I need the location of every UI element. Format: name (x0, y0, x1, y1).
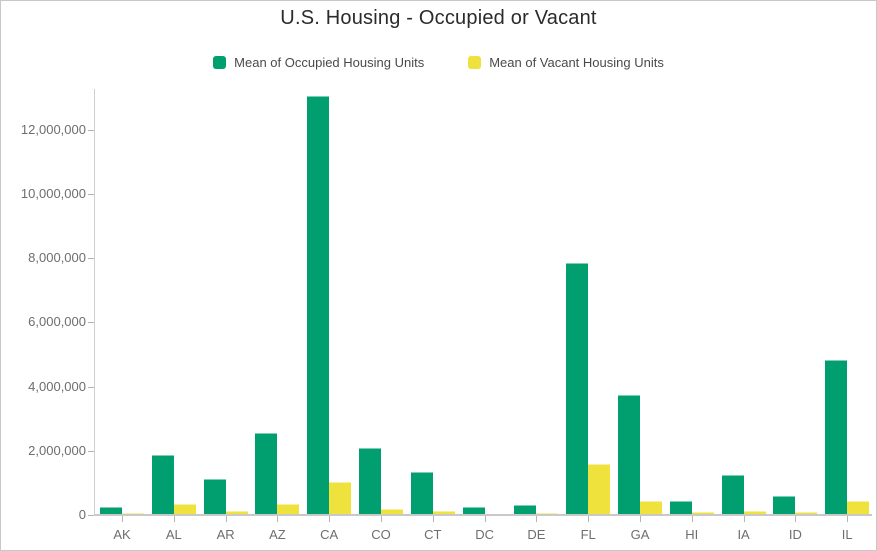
bar-vacant-GA[interactable] (640, 501, 662, 515)
y-axis-tick (88, 515, 94, 516)
y-axis-line (94, 89, 95, 516)
legend-item-vacant: Mean of Vacant Housing Units (468, 55, 664, 70)
legend-swatch-occupied-icon (213, 56, 227, 69)
bar-vacant-AR[interactable] (225, 511, 248, 515)
legend: Mean of Occupied Housing Units Mean of V… (1, 55, 876, 70)
x-axis-label-HI: HI (685, 527, 699, 542)
y-axis-label-10000000: 10,000,000 (20, 186, 86, 201)
x-axis-label-ID: ID (788, 527, 802, 542)
bar-vacant-CT[interactable] (432, 511, 455, 515)
bar-occupied-CT[interactable] (410, 472, 433, 515)
bar-occupied-DE[interactable] (514, 505, 537, 515)
x-axis-tick-AZ (277, 516, 279, 522)
bar-occupied-IA[interactable] (721, 475, 744, 515)
x-axis-label-CA: CA (320, 527, 339, 542)
bar-vacant-AL[interactable] (173, 504, 196, 515)
y-axis-tick (88, 258, 94, 260)
x-axis-label-CO: CO (371, 527, 391, 542)
x-axis-label-AZ: AZ (269, 527, 286, 542)
y-axis-tick (88, 194, 94, 195)
bar-vacant-HI[interactable] (691, 512, 714, 515)
y-axis-tick (88, 386, 94, 388)
bar-vacant-FL[interactable] (588, 464, 611, 515)
x-axis-tick-FL (588, 516, 590, 522)
x-axis-tick-GA (640, 516, 641, 522)
x-axis-tick-DC (484, 516, 486, 522)
bar-vacant-CO[interactable] (381, 509, 403, 515)
x-axis-label-AL: AL (165, 527, 182, 542)
x-axis-tick-ID (795, 516, 797, 522)
y-axis-label-12000000: 12,000,000 (20, 121, 86, 137)
x-axis-tick-DE (536, 516, 538, 522)
x-axis-label-IL: IL (841, 527, 853, 542)
x-axis-tick-HI (691, 516, 693, 522)
bar-occupied-ID[interactable] (773, 496, 796, 515)
bar-vacant-AZ[interactable] (277, 504, 300, 515)
chart-title: U.S. Housing - Occupied or Vacant (280, 7, 597, 29)
legend-swatch-vacant-icon (468, 56, 482, 69)
y-axis-label-8000000: 8,000,000 (28, 250, 86, 266)
x-axis-tick-AR (225, 516, 227, 522)
bar-vacant-IL[interactable] (847, 501, 870, 515)
x-axis-tick-IA (743, 516, 745, 522)
x-axis-line (94, 514, 872, 516)
x-axis-label-FL: FL (580, 527, 596, 542)
x-axis-label-GA: GA (630, 527, 650, 542)
legend-item-occupied: Mean of Occupied Housing Units (213, 55, 424, 70)
bar-occupied-IL[interactable] (825, 360, 848, 515)
bar-occupied-FL[interactable] (566, 263, 589, 515)
x-axis-label-IA: IA (737, 527, 750, 542)
x-axis-tick-CO (381, 516, 382, 522)
x-axis-label-AK: AK (113, 527, 131, 542)
x-axis-label-DE: DE (527, 527, 546, 542)
y-axis-label-4000000: 4,000,000 (28, 378, 86, 394)
x-axis-tick-CA (329, 516, 331, 522)
bar-vacant-ID[interactable] (795, 512, 818, 515)
bar-occupied-CO[interactable] (359, 448, 381, 515)
legend-label-occupied: Mean of Occupied Housing Units (234, 55, 425, 70)
y-axis-label-2000000: 2,000,000 (28, 442, 86, 458)
x-axis-tick-AL (173, 516, 175, 522)
bar-occupied-GA[interactable] (618, 395, 640, 515)
x-axis-label-AR: AR (216, 527, 235, 542)
x-axis-label-CT: CT (424, 527, 442, 542)
bar-occupied-AZ[interactable] (255, 433, 278, 515)
bar-occupied-DC[interactable] (462, 507, 485, 515)
x-axis-tick-CT (432, 516, 434, 522)
bar-occupied-CA[interactable] (307, 96, 330, 515)
y-axis-label-6000000: 6,000,000 (28, 314, 86, 330)
legend-label-vacant: Mean of Vacant Housing Units (489, 55, 664, 70)
bar-vacant-IA[interactable] (743, 511, 766, 515)
bar-occupied-AL[interactable] (151, 455, 174, 515)
x-axis-label-DC: DC (475, 527, 494, 542)
bar-occupied-AR[interactable] (203, 479, 226, 515)
y-axis-tick (88, 450, 94, 452)
y-axis-tick (88, 129, 94, 131)
x-axis-tick-IL (847, 516, 849, 522)
y-axis-tick (88, 322, 94, 324)
bar-occupied-AK[interactable] (100, 507, 122, 515)
bar-vacant-CA[interactable] (329, 482, 352, 515)
x-axis-tick-AK (122, 516, 123, 522)
bar-occupied-HI[interactable] (669, 501, 692, 515)
y-axis-label-0: 0 (78, 507, 86, 522)
